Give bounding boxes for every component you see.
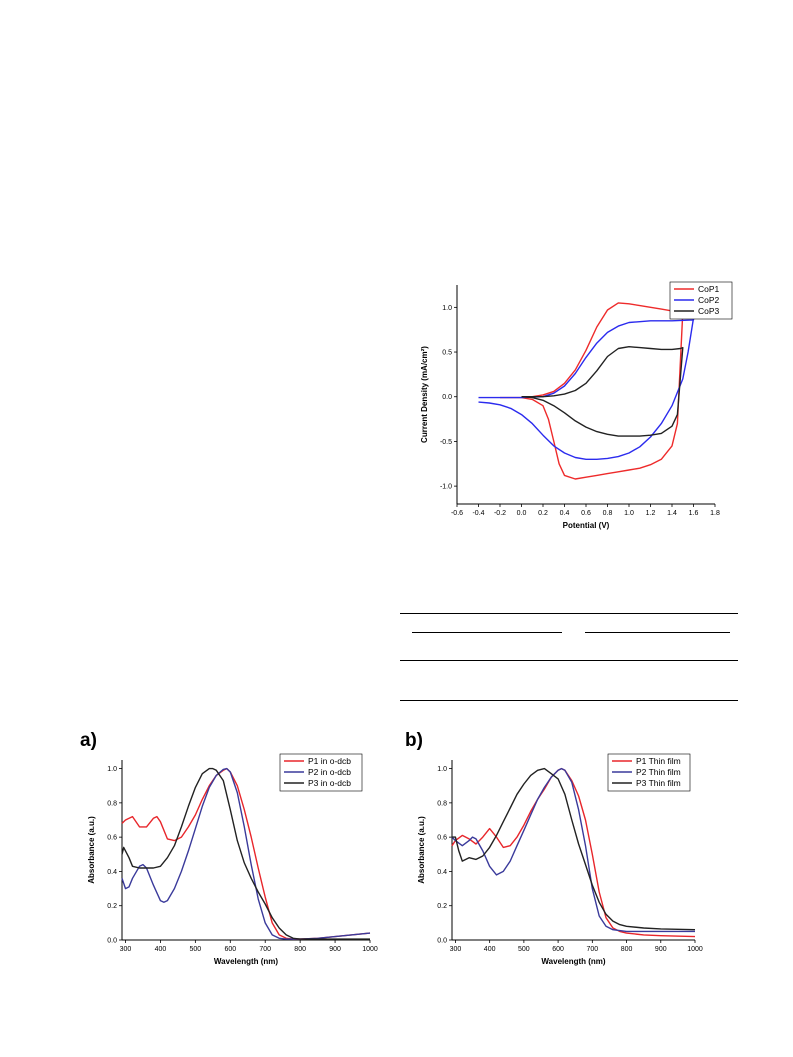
x-tick-label: 0.8: [603, 510, 613, 517]
x-tick-label: 900: [329, 946, 341, 953]
series-line-2: [121, 767, 371, 940]
y-tick-label: 0.6: [107, 835, 117, 842]
series-line-3: [521, 345, 684, 437]
cv-chart: -0.6 -0.4 -0.2 0.0 0.2 0.4 0.6 0.8 1.0 1.2 1.4 1.6 1…: [420, 281, 733, 530]
legend-label: P2 in o-dcb: [308, 767, 351, 777]
x-tick-label: 1000: [687, 946, 703, 953]
x-tick-label: 1.4: [667, 510, 677, 517]
x-tick-label: 600: [224, 946, 236, 953]
legend-label: P3 in o-dcb: [308, 778, 351, 788]
series-line-1: [451, 767, 696, 938]
y-tick-label: 1.0: [437, 766, 447, 773]
y-tick-label: 0.8: [437, 800, 447, 807]
series-line-1: [121, 767, 371, 940]
x-tick-label: 400: [155, 946, 167, 953]
table-top-rule: [400, 613, 738, 614]
table-group-rule-left: [412, 632, 562, 633]
table-group-rule-right: [585, 632, 730, 633]
x-tick-label: 700: [586, 946, 598, 953]
x-tick-label: 900: [655, 946, 667, 953]
y-tick-label: -1.0: [440, 484, 452, 491]
legend-label: P3 Thin film: [636, 778, 681, 788]
legend-label: P1 Thin film: [636, 756, 681, 766]
y-tick-label: 1.0: [442, 305, 452, 312]
y-tick-label: 0.4: [107, 869, 117, 876]
x-tick-label: 0.4: [560, 510, 570, 517]
x-axis-label: Wavelength (nm): [541, 957, 605, 966]
y-tick-label: 0.0: [442, 394, 452, 401]
table-bottom-rule: [400, 700, 738, 701]
x-axis-label: Wavelength (nm): [214, 957, 278, 966]
y-tick-label: 0.4: [437, 869, 447, 876]
x-tick-label: 0.2: [538, 510, 548, 517]
x-tick-label: 700: [259, 946, 271, 953]
x-tick-label: 800: [294, 946, 306, 953]
x-tick-label: 500: [518, 946, 530, 953]
legend-label: CoP1: [698, 284, 720, 294]
y-tick-label: 1.0: [107, 766, 117, 773]
x-tick-label: 1.0: [624, 510, 634, 517]
series-line-3: [121, 767, 370, 940]
y-tick-label: 0.6: [437, 835, 447, 842]
x-tick-label: 1.6: [689, 510, 699, 517]
legend-label: CoP2: [698, 295, 720, 305]
x-tick-label: 1000: [362, 946, 378, 953]
x-tick-label: 1.8: [710, 510, 720, 517]
legend-label: P2 Thin film: [636, 767, 681, 777]
series-line-2: [478, 317, 695, 461]
x-tick-label: -0.4: [472, 510, 484, 517]
y-tick-label: 0.5: [442, 350, 452, 357]
x-tick-label: -0.6: [451, 510, 463, 517]
y-axis-label: Absorbance (a.u.): [417, 816, 426, 884]
x-tick-label: 0.0: [517, 510, 527, 517]
x-tick-label: 300: [120, 946, 132, 953]
x-tick-label: 600: [552, 946, 564, 953]
legend-label: P1 in o-dcb: [308, 756, 351, 766]
x-tick-label: 300: [450, 946, 462, 953]
x-tick-label: 800: [621, 946, 633, 953]
y-tick-label: 0.0: [107, 938, 117, 945]
table-header-rule: [400, 660, 738, 661]
panel-label-b: b): [405, 730, 423, 751]
x-tick-label: -0.2: [494, 510, 506, 517]
x-tick-label: 0.6: [581, 510, 591, 517]
y-tick-label: -0.5: [440, 439, 452, 446]
series-line-1: [500, 302, 684, 480]
series-line-2: [451, 767, 695, 933]
y-tick-label: 0.2: [107, 903, 117, 910]
absorbance-chart-solution: 300 400 500 600 700 800 900 1000 0.0 0.2 0.4 0.6 0.8…: [87, 753, 378, 966]
x-tick-label: 400: [484, 946, 496, 953]
y-tick-label: 0.2: [437, 903, 447, 910]
y-tick-label: 0.8: [107, 800, 117, 807]
series-line-3: [452, 767, 696, 931]
y-tick-label: 0.0: [437, 938, 447, 945]
x-tick-label: 1.2: [646, 510, 656, 517]
absorbance-chart-film: 300 400 500 600 700 800 900 1000 0.0 0.2 0.4 0.6 0.8…: [417, 753, 703, 966]
y-axis-label: Current Density (mA/cm²): [420, 346, 429, 443]
y-axis-label: Absorbance (a.u.): [87, 816, 96, 884]
x-axis-label: Potential (V): [563, 521, 610, 530]
legend-label: CoP3: [698, 306, 720, 316]
x-tick-label: 500: [190, 946, 202, 953]
panel-label-a: a): [80, 730, 97, 751]
